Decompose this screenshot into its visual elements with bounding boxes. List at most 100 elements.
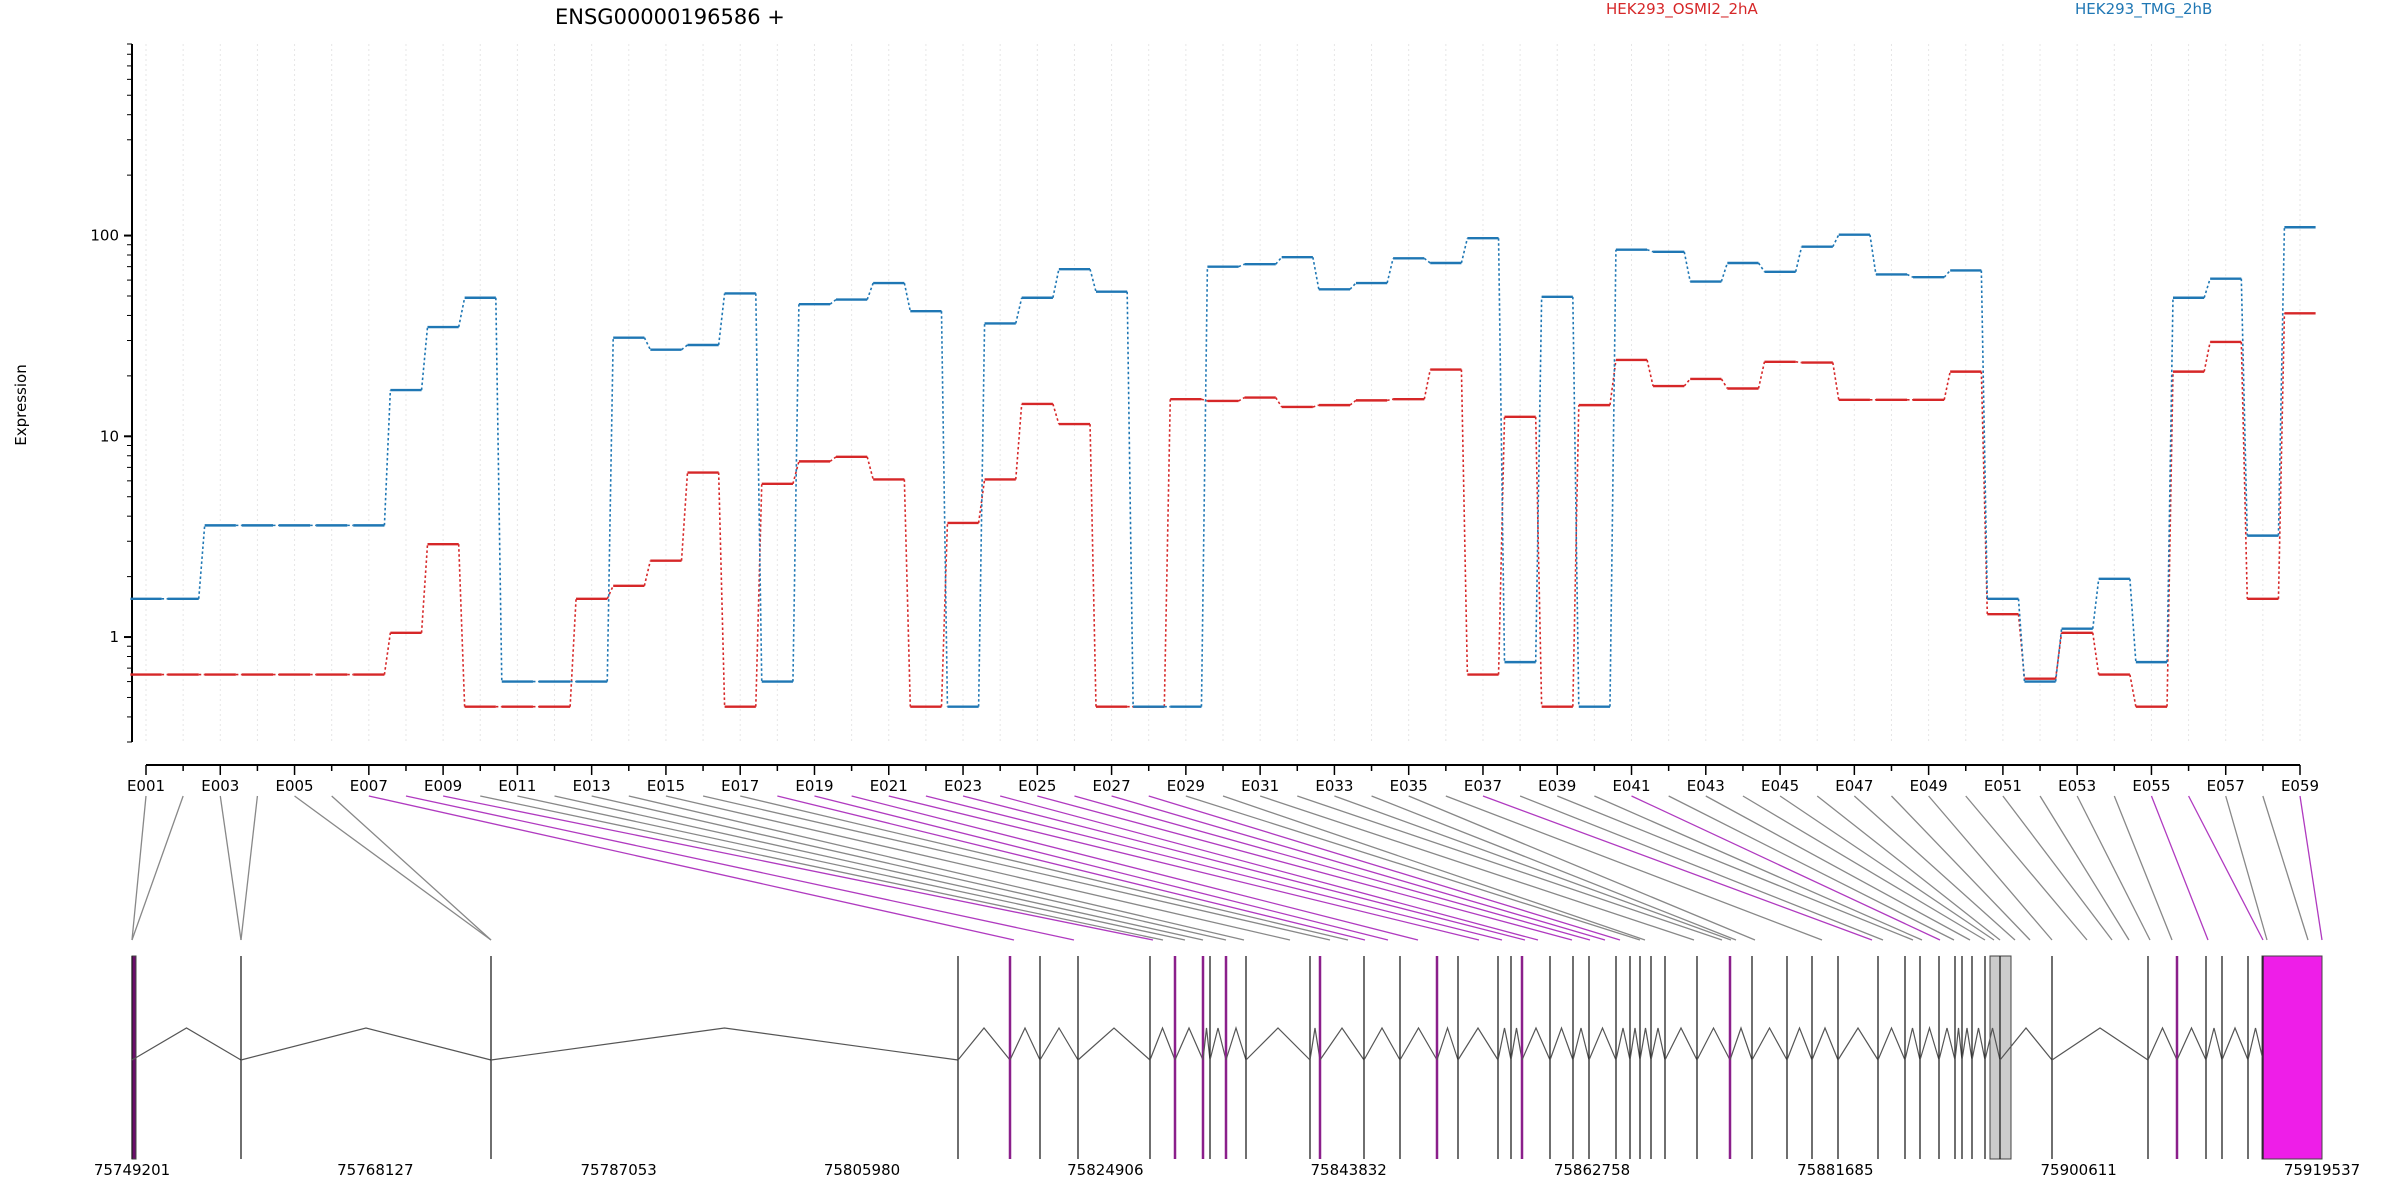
step-connector [1386, 398, 1394, 402]
step-connector [1646, 359, 1654, 387]
step-connector [643, 560, 652, 586]
intron-chevron [2205, 1027, 2223, 1061]
exon-connector [1074, 795, 1591, 941]
exon-connector [1594, 795, 1923, 941]
exon-connector [1853, 795, 2016, 941]
x-tick-label: E033 [1315, 777, 1353, 795]
step-connector [829, 298, 837, 305]
exon-connector [2039, 795, 2130, 941]
exon-connector [331, 795, 492, 941]
exon-connector [1668, 795, 1955, 941]
step-connector [1052, 269, 1060, 298]
y-axis-label: Expression [12, 364, 30, 445]
exon-connector [1408, 795, 1756, 941]
exon-connector [2113, 795, 2173, 941]
exon-connector [131, 795, 147, 941]
step-connector [2017, 614, 2026, 679]
intron-chevron [1954, 1027, 1963, 1061]
step-connector [681, 344, 688, 351]
x-tick-label: E055 [2132, 777, 2170, 795]
step-connector [792, 461, 800, 484]
x-tick-label: E021 [870, 777, 908, 795]
step-connector [680, 472, 689, 561]
step-connector [1014, 297, 1023, 324]
step-connector [2277, 313, 2286, 599]
intron-chevron [1202, 1027, 1211, 1061]
intron-chevron [1225, 1025, 1247, 1061]
step-connector [569, 598, 577, 707]
step-connector [1163, 399, 1172, 707]
exon-connector [442, 795, 1154, 941]
step-connector [2203, 341, 2211, 372]
chart-title: ENSG00000196586 + [555, 5, 785, 29]
coordinate-label: 75824906 [1067, 1161, 1143, 1179]
step-connector [1052, 403, 1060, 425]
exon-connector [2002, 795, 2113, 941]
step-connector [1238, 396, 1245, 402]
step-connector [1534, 416, 1543, 707]
intron-chevron [1039, 1026, 1079, 1061]
step-connector [2203, 278, 2211, 298]
intron-chevron [1077, 1027, 1151, 1061]
intron-chevron [1664, 1026, 1698, 1061]
intron-chevron [1919, 1025, 1940, 1061]
step-connector [717, 293, 726, 346]
step-connector [2091, 632, 2100, 675]
step-connector [606, 337, 614, 682]
step-connector [829, 456, 837, 463]
series-layer [130, 226, 2316, 708]
legend-entry-osmi2: HEK293_OSMI2_2hA [1606, 0, 1759, 19]
step-connector [755, 293, 763, 682]
intron-chevron [1363, 1026, 1401, 1061]
x-tick-label: E011 [498, 777, 536, 795]
intron-chevron [2176, 1026, 2207, 1061]
exon-connector [777, 795, 1366, 941]
exon-connector [517, 795, 1186, 941]
exon-connector [740, 795, 1349, 941]
intron-chevron [1999, 1027, 2053, 1061]
x-tick-label: E025 [1018, 777, 1056, 795]
x-tick-label: E037 [1464, 777, 1502, 795]
step-connector [977, 323, 986, 707]
step-connector [1534, 296, 1543, 663]
x-tick-label: E035 [1390, 777, 1428, 795]
step-connector [457, 544, 466, 707]
step-connector [1943, 371, 1951, 400]
step-connector [1683, 251, 1691, 282]
intron-chevron [1457, 1026, 1499, 1061]
exon-connector [2076, 795, 2151, 941]
x-tick-label: E053 [2058, 777, 2096, 795]
step-connector [903, 282, 912, 312]
coordinate-label: 75749201 [94, 1161, 170, 1179]
intron-chevron [1786, 1026, 1813, 1061]
exon-connector [1037, 795, 1573, 941]
x-tick-label: E017 [721, 777, 759, 795]
exon-connector [1297, 795, 1723, 941]
legend-entry-tmg: HEK293_TMG_2hB [2075, 0, 2212, 19]
exon-connector [702, 795, 1331, 941]
intron-chevron [1811, 1026, 1839, 1061]
step-connector [1795, 361, 1802, 364]
step-connector [1089, 268, 1097, 292]
x-tick-label: E019 [795, 777, 833, 795]
step-connector [1349, 282, 1357, 290]
intron-chevron [1009, 1026, 1041, 1061]
exon-connector [851, 795, 1419, 941]
intron-chevron [1572, 1027, 1590, 1061]
exon-connector [1928, 795, 2053, 941]
exon-connector [1816, 795, 2001, 941]
step-connector [1275, 397, 1283, 408]
x-tick-label: E027 [1093, 777, 1131, 795]
exon-connector [1631, 795, 1941, 941]
exon-connector [1111, 795, 1606, 941]
step-connector [1757, 361, 1766, 389]
step-connector [2166, 297, 2174, 663]
step-connector [2129, 674, 2137, 707]
step-connector [2129, 578, 2137, 663]
step-connector [1201, 398, 1208, 402]
x-tick-label: E007 [350, 777, 388, 795]
x-tick-label: E013 [573, 777, 611, 795]
intron-chevron [1521, 1026, 1551, 1061]
step-connector [1720, 378, 1729, 389]
step-connector [1757, 262, 1766, 273]
